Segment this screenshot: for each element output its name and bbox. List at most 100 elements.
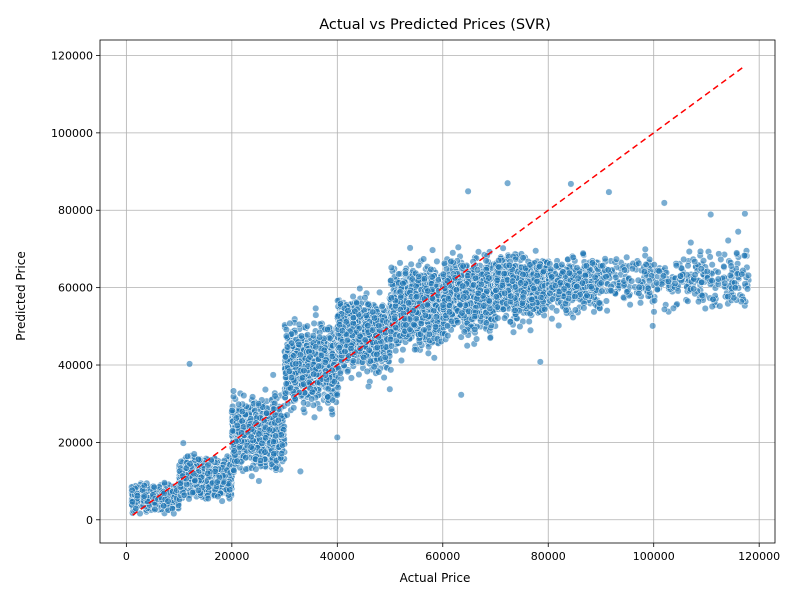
data-point <box>233 421 241 430</box>
data-point <box>303 322 311 330</box>
data-point <box>344 307 352 315</box>
data-point <box>229 427 237 435</box>
data-point <box>282 389 290 397</box>
data-point <box>140 482 148 490</box>
data-point <box>299 380 308 388</box>
data-point <box>310 319 318 327</box>
data-point <box>353 299 361 307</box>
data-point <box>356 284 364 293</box>
data-point <box>292 360 300 368</box>
data-point <box>364 382 373 390</box>
data-point <box>387 366 395 374</box>
data-point <box>282 380 290 388</box>
data-point <box>295 340 303 348</box>
data-point <box>334 384 342 392</box>
data-point <box>286 319 294 327</box>
data-point <box>284 343 292 351</box>
data-point <box>300 367 308 375</box>
data-point <box>308 388 316 396</box>
data-point <box>230 466 238 475</box>
data-point <box>179 439 187 447</box>
data-point <box>364 300 372 308</box>
data-point <box>364 322 372 330</box>
data-point <box>270 450 278 458</box>
data-point <box>371 314 379 322</box>
data-point <box>230 447 238 455</box>
data-point <box>290 404 298 412</box>
data-point <box>315 362 323 370</box>
data-point <box>316 333 324 341</box>
data-point <box>424 349 432 357</box>
data-point <box>240 391 248 400</box>
data-point <box>347 374 355 382</box>
data-point <box>204 469 212 477</box>
data-point <box>164 497 172 505</box>
data-point <box>269 371 277 379</box>
data-point <box>300 399 308 407</box>
data-point <box>252 465 260 473</box>
data-point <box>274 416 282 424</box>
data-point <box>309 332 317 340</box>
data-point <box>336 369 344 377</box>
data-point <box>238 407 246 416</box>
data-point <box>373 343 381 352</box>
data-point <box>229 387 238 395</box>
data-point <box>211 467 219 475</box>
data-point <box>232 414 240 422</box>
data-point <box>191 476 199 484</box>
data-point <box>233 457 241 465</box>
data-point <box>278 450 286 458</box>
data-point <box>363 367 371 375</box>
data-point <box>334 312 342 320</box>
data-point <box>265 426 273 434</box>
data-point <box>186 460 194 468</box>
data-point <box>226 486 234 494</box>
data-point <box>176 479 185 487</box>
data-point <box>249 393 257 401</box>
data-point <box>151 505 159 513</box>
data-point <box>308 395 316 403</box>
data-point <box>366 357 374 365</box>
data-point <box>349 314 357 322</box>
data-point <box>204 494 212 503</box>
data-point <box>335 344 343 352</box>
data-point <box>351 307 359 315</box>
data-point <box>281 353 290 361</box>
data-point <box>133 492 141 500</box>
data-point <box>132 504 140 513</box>
data-point <box>228 406 236 414</box>
data-point <box>349 357 357 365</box>
data-point <box>312 311 320 319</box>
data-point <box>271 392 279 400</box>
data-point <box>214 492 222 500</box>
data-point <box>362 312 370 320</box>
data-point <box>261 386 269 394</box>
data-point <box>306 353 314 361</box>
data-point <box>295 320 303 329</box>
data-point <box>298 374 307 382</box>
chart-title: Actual vs Predicted Prices (SVR) <box>319 17 551 33</box>
data-point <box>355 370 363 379</box>
data-point <box>370 363 378 371</box>
data-point <box>255 477 263 485</box>
data-point <box>150 483 158 491</box>
data-point <box>310 370 318 378</box>
data-points <box>128 179 753 518</box>
data-point <box>433 257 441 265</box>
data-point <box>185 495 193 503</box>
data-point <box>343 336 351 344</box>
data-point <box>312 304 320 312</box>
data-point <box>247 443 255 451</box>
data-point <box>248 472 256 480</box>
data-point <box>136 509 144 518</box>
data-point <box>330 378 338 386</box>
data-point <box>254 400 263 408</box>
data-point <box>327 405 336 413</box>
data-point <box>312 343 320 351</box>
data-point <box>365 346 373 354</box>
data-point <box>235 400 243 408</box>
data-point <box>242 454 250 462</box>
data-point <box>399 346 407 354</box>
data-point <box>324 393 332 401</box>
